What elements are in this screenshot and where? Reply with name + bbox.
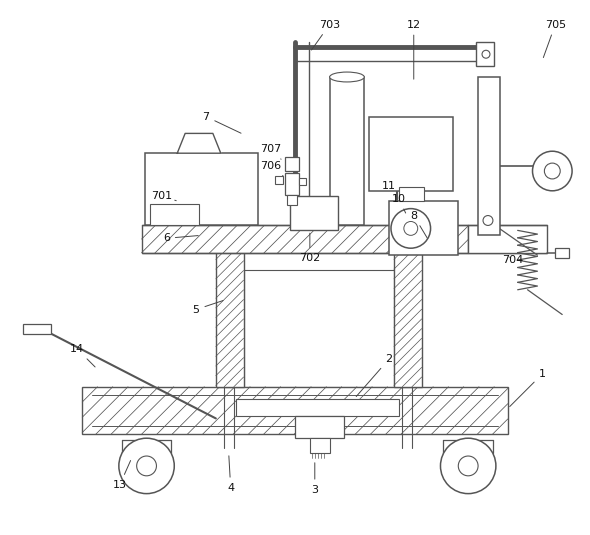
Text: 8: 8 xyxy=(410,211,427,238)
Bar xyxy=(216,231,244,387)
Polygon shape xyxy=(177,133,221,153)
Text: 707: 707 xyxy=(260,144,281,159)
Text: 706: 706 xyxy=(260,161,283,176)
Bar xyxy=(478,77,500,235)
Text: 703: 703 xyxy=(312,20,340,50)
Ellipse shape xyxy=(330,72,364,82)
Bar xyxy=(330,77,364,225)
Text: 3: 3 xyxy=(312,463,318,495)
Bar xyxy=(142,225,468,253)
Circle shape xyxy=(458,456,478,476)
Text: 10: 10 xyxy=(392,194,406,213)
Bar xyxy=(235,399,399,416)
Circle shape xyxy=(482,50,490,58)
Bar xyxy=(468,225,548,253)
Text: 705: 705 xyxy=(543,20,566,58)
Bar xyxy=(145,153,258,225)
Bar xyxy=(555,248,569,258)
Bar xyxy=(369,117,453,191)
Bar xyxy=(285,173,299,195)
Bar xyxy=(290,196,337,231)
Text: 6: 6 xyxy=(163,233,198,243)
Text: 4: 4 xyxy=(227,456,234,493)
Bar xyxy=(295,416,345,438)
Text: 12: 12 xyxy=(407,20,421,79)
Bar xyxy=(310,438,330,453)
Circle shape xyxy=(483,216,493,225)
Circle shape xyxy=(404,221,418,235)
Text: 13: 13 xyxy=(113,461,130,490)
Text: 704: 704 xyxy=(502,255,523,265)
Bar xyxy=(244,270,394,387)
Bar xyxy=(287,195,297,205)
Bar xyxy=(149,204,199,225)
Bar xyxy=(275,176,283,184)
Bar xyxy=(285,157,299,171)
Text: 1: 1 xyxy=(510,369,546,407)
Text: 7: 7 xyxy=(202,112,241,133)
Circle shape xyxy=(391,209,431,248)
Bar xyxy=(82,387,508,434)
Text: 2: 2 xyxy=(356,354,392,396)
Text: 701: 701 xyxy=(151,191,176,201)
Bar xyxy=(394,231,422,387)
Text: 11: 11 xyxy=(382,181,396,196)
Circle shape xyxy=(533,151,572,191)
Circle shape xyxy=(119,438,174,494)
Circle shape xyxy=(137,456,156,476)
Circle shape xyxy=(441,438,496,494)
Text: 702: 702 xyxy=(299,233,320,263)
Text: 5: 5 xyxy=(192,301,223,315)
Text: 14: 14 xyxy=(70,344,95,367)
Bar xyxy=(299,178,306,185)
Bar xyxy=(23,324,51,334)
Circle shape xyxy=(545,163,560,179)
Bar xyxy=(389,201,458,255)
Bar xyxy=(476,42,494,66)
Bar xyxy=(399,187,424,201)
